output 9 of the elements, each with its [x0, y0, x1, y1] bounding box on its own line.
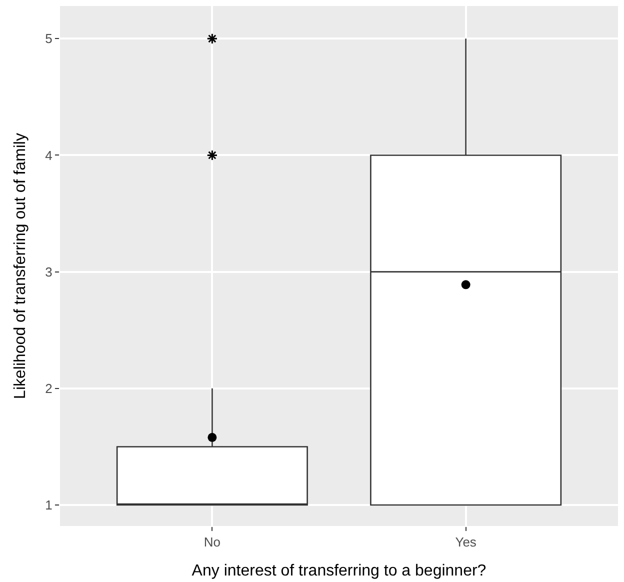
- y-axis-title: Likelihood of transferring out of family: [12, 133, 30, 399]
- y-tick-label: 4: [45, 148, 52, 163]
- y-tick-label: 1: [45, 498, 52, 513]
- x-tick-label: Yes: [455, 534, 477, 550]
- y-tick-label: 3: [45, 264, 52, 280]
- x-tick-label: No: [204, 534, 220, 550]
- x-axis-title: Any interest of transferring to a beginner?: [192, 562, 486, 580]
- y-tick-label: 2: [45, 380, 52, 396]
- y-tick-label: 5: [45, 31, 52, 46]
